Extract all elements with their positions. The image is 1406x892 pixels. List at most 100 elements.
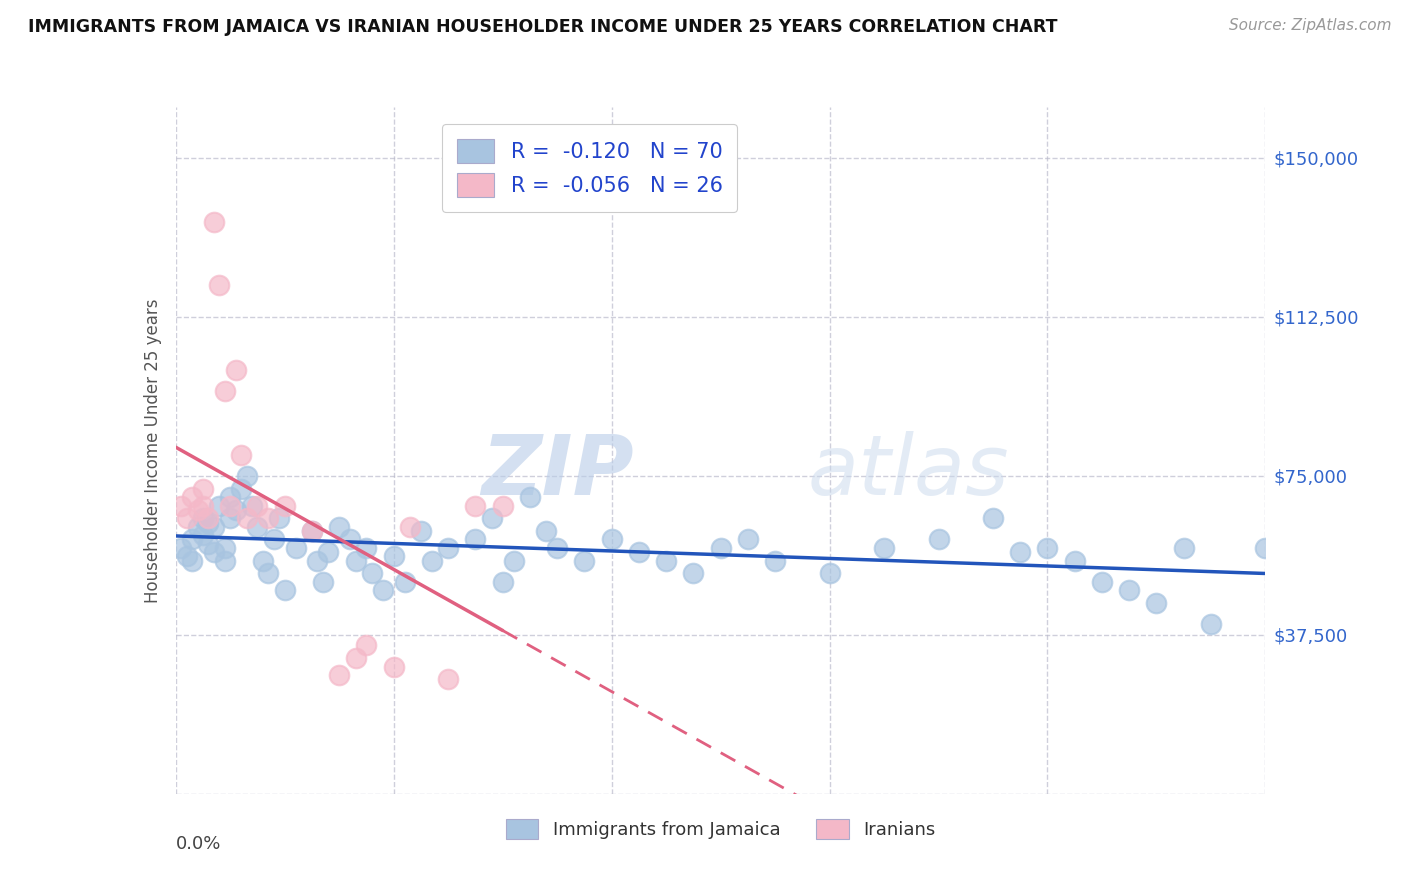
Point — [225, 503, 247, 517]
Point — [382, 549, 405, 564]
Point — [519, 490, 541, 504]
Point — [191, 499, 214, 513]
Point — [1173, 541, 1195, 555]
Point — [235, 469, 257, 483]
Point — [301, 524, 323, 538]
Text: atlas: atlas — [807, 431, 1010, 512]
Point — [763, 554, 786, 568]
Point — [240, 499, 263, 513]
Point — [181, 490, 204, 504]
Point — [191, 482, 214, 496]
Legend: Immigrants from Jamaica, Iranians: Immigrants from Jamaica, Iranians — [498, 812, 943, 847]
Point — [399, 520, 422, 534]
Point — [312, 574, 335, 589]
Point — [181, 533, 204, 547]
Point — [181, 554, 204, 568]
Point — [600, 533, 623, 547]
Point — [257, 566, 280, 581]
Point — [682, 566, 704, 581]
Point — [328, 668, 350, 682]
Point — [492, 499, 515, 513]
Point — [481, 511, 503, 525]
Point — [737, 533, 759, 547]
Point — [208, 278, 231, 293]
Point — [269, 511, 291, 525]
Point — [186, 503, 209, 517]
Point — [356, 639, 378, 653]
Point — [274, 583, 297, 598]
Point — [382, 659, 405, 673]
Point — [197, 511, 219, 525]
Point — [202, 214, 225, 228]
Point — [186, 520, 209, 534]
Point — [246, 499, 269, 513]
Point — [1199, 617, 1222, 632]
Point — [202, 520, 225, 534]
Point — [252, 554, 274, 568]
Point — [464, 533, 486, 547]
Point — [818, 566, 841, 581]
Point — [176, 511, 198, 525]
Point — [534, 524, 557, 538]
Point — [1036, 541, 1059, 555]
Point — [1091, 574, 1114, 589]
Point — [274, 499, 297, 513]
Point — [219, 511, 242, 525]
Point — [464, 499, 486, 513]
Point — [627, 545, 650, 559]
Y-axis label: Householder Income Under 25 years: Householder Income Under 25 years — [143, 298, 162, 603]
Point — [502, 554, 524, 568]
Point — [356, 541, 378, 555]
Point — [710, 541, 733, 555]
Point — [197, 537, 219, 551]
Text: ZIP: ZIP — [481, 431, 633, 512]
Point — [170, 541, 193, 555]
Point — [420, 554, 443, 568]
Point — [437, 541, 460, 555]
Point — [208, 499, 231, 513]
Text: 0.0%: 0.0% — [176, 835, 221, 853]
Point — [235, 511, 257, 525]
Point — [202, 545, 225, 559]
Point — [394, 574, 416, 589]
Point — [191, 511, 214, 525]
Point — [257, 511, 280, 525]
Point — [307, 554, 329, 568]
Point — [219, 499, 242, 513]
Point — [344, 651, 367, 665]
Point — [284, 541, 307, 555]
Point — [225, 363, 247, 377]
Point — [246, 520, 269, 534]
Point — [214, 554, 236, 568]
Point — [873, 541, 896, 555]
Point — [371, 583, 394, 598]
Point — [197, 516, 219, 530]
Point — [409, 524, 432, 538]
Point — [263, 533, 285, 547]
Point — [1254, 541, 1277, 555]
Point — [655, 554, 678, 568]
Point — [437, 673, 460, 687]
Point — [1010, 545, 1032, 559]
Point — [492, 574, 515, 589]
Point — [928, 533, 950, 547]
Point — [574, 554, 596, 568]
Point — [328, 520, 350, 534]
Point — [1063, 554, 1085, 568]
Point — [546, 541, 568, 555]
Point — [214, 541, 236, 555]
Point — [219, 490, 242, 504]
Point — [344, 554, 367, 568]
Point — [231, 448, 253, 462]
Point — [1144, 596, 1167, 610]
Point — [176, 549, 198, 564]
Point — [170, 499, 193, 513]
Point — [301, 524, 323, 538]
Point — [231, 482, 253, 496]
Point — [360, 566, 382, 581]
Text: IMMIGRANTS FROM JAMAICA VS IRANIAN HOUSEHOLDER INCOME UNDER 25 YEARS CORRELATION: IMMIGRANTS FROM JAMAICA VS IRANIAN HOUSE… — [28, 18, 1057, 36]
Point — [318, 545, 340, 559]
Point — [214, 384, 236, 398]
Point — [981, 511, 1004, 525]
Point — [339, 533, 361, 547]
